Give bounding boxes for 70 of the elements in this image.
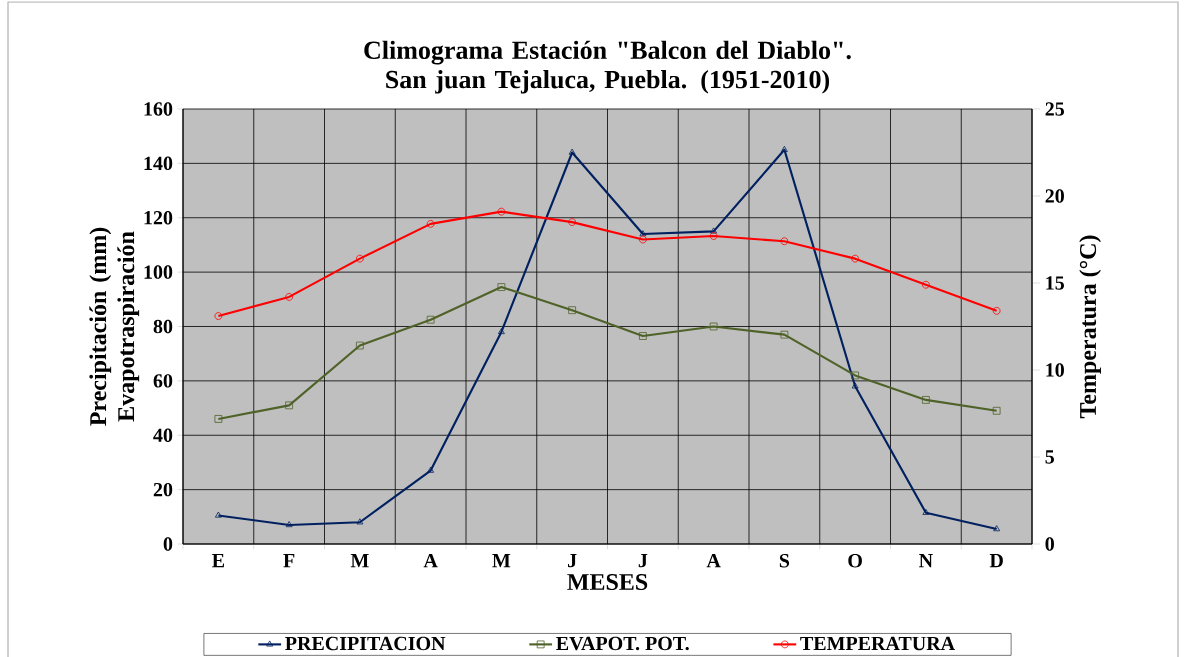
point [427, 466, 435, 473]
y-tick-label: 160 [144, 102, 173, 116]
point [993, 525, 1001, 532]
point [922, 396, 930, 404]
point [356, 341, 364, 350]
point [497, 207, 506, 216]
point [214, 312, 223, 320]
point [214, 511, 222, 518]
point [497, 328, 505, 335]
y-tick-label: 0 [163, 537, 173, 551]
y-tick-label: 120 [144, 211, 173, 225]
point [922, 508, 930, 515]
y-tick-label: 60 [153, 374, 173, 388]
point [992, 306, 1001, 315]
y-tick-label: 140 [144, 156, 173, 171]
x-tick-label: J [638, 554, 648, 568]
y2-tick-label: 15 [1046, 276, 1064, 290]
x-tick-label: A [706, 554, 721, 568]
point [780, 145, 788, 152]
point [992, 406, 1001, 415]
point [356, 518, 364, 525]
y-tick-label: 40 [153, 428, 173, 442]
y2-tick-label: 5 [1045, 450, 1054, 464]
point [214, 415, 223, 423]
y2-axis-title: Temperatura (°C) [1079, 235, 1101, 419]
point [426, 315, 435, 324]
x-tick-label: M [492, 554, 511, 568]
x-tick-label: D [989, 554, 1003, 568]
point [922, 280, 930, 289]
x-tick-label: J [568, 554, 577, 568]
y-tick-label: 100 [144, 265, 173, 279]
y-tick-label: 20 [153, 482, 173, 497]
y2-tick-label: 0 [1045, 537, 1054, 551]
legend-label: PRECIPITACION [285, 636, 446, 651]
x-tick-label: F [283, 554, 295, 568]
point [851, 254, 860, 263]
point [568, 306, 576, 315]
y2-tick-label: 25 [1045, 102, 1064, 116]
point [709, 322, 718, 331]
legend-label: EVAPOT. POT. [556, 636, 689, 651]
x-tick-label: N [919, 554, 933, 568]
point [639, 235, 647, 244]
point [639, 230, 647, 237]
point [285, 521, 293, 528]
point [851, 382, 859, 389]
x-tick-label: M [350, 554, 369, 568]
point [851, 371, 859, 380]
point [285, 401, 293, 410]
point [709, 232, 718, 240]
y-axis-title: Precipitación (mm) Evapotraspiración [89, 227, 140, 426]
y2-tick-label: 20 [1045, 189, 1064, 203]
point [710, 227, 718, 234]
y2-tick-label: 10 [1046, 363, 1064, 377]
x-tick-label: S [779, 554, 790, 568]
x-tick-label: A [423, 554, 438, 568]
legend-label: TEMPERATURA [800, 636, 955, 651]
point [780, 330, 789, 339]
point [568, 148, 576, 155]
x-tick-label: E [212, 554, 225, 568]
x-tick-label: O [848, 554, 862, 568]
y-tick-label: 80 [153, 319, 173, 334]
point [780, 237, 789, 246]
point [285, 293, 293, 301]
point [497, 283, 506, 291]
chart-title: Climograma Estación "Balcon del Diablo". San juan Tejaluca, Puebla. (1951-2010) [364, 40, 851, 94]
point [568, 218, 576, 226]
point [356, 254, 364, 263]
x-axis-title: MESES [567, 573, 648, 591]
point [426, 219, 435, 228]
point [639, 332, 647, 340]
